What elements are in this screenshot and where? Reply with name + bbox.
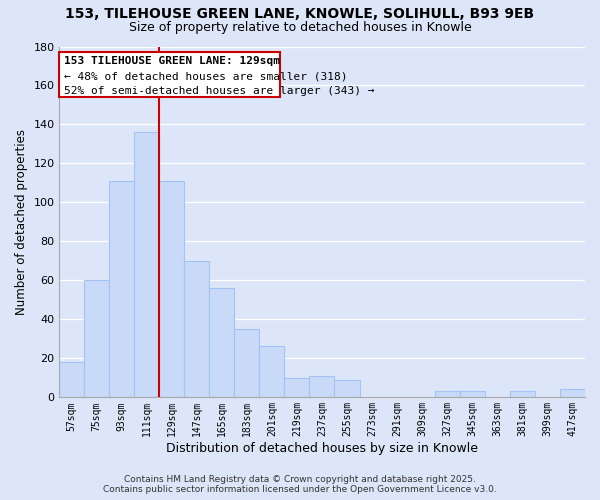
Y-axis label: Number of detached properties: Number of detached properties <box>15 129 28 315</box>
FancyBboxPatch shape <box>59 52 280 98</box>
Bar <box>184 260 209 397</box>
Text: 153 TILEHOUSE GREEN LANE: 129sqm: 153 TILEHOUSE GREEN LANE: 129sqm <box>64 56 280 66</box>
Bar <box>209 288 234 397</box>
Bar <box>234 329 259 397</box>
Bar <box>510 391 535 397</box>
Bar <box>434 391 460 397</box>
Text: 52% of semi-detached houses are larger (343) →: 52% of semi-detached houses are larger (… <box>64 86 374 96</box>
Bar <box>59 362 84 397</box>
Text: ← 48% of detached houses are smaller (318): ← 48% of detached houses are smaller (31… <box>64 71 347 81</box>
Text: Size of property relative to detached houses in Knowle: Size of property relative to detached ho… <box>128 22 472 35</box>
Bar <box>259 346 284 397</box>
Text: 153, TILEHOUSE GREEN LANE, KNOWLE, SOLIHULL, B93 9EB: 153, TILEHOUSE GREEN LANE, KNOWLE, SOLIH… <box>65 8 535 22</box>
Text: Contains HM Land Registry data © Crown copyright and database right 2025.
Contai: Contains HM Land Registry data © Crown c… <box>103 474 497 494</box>
Bar <box>159 181 184 397</box>
Bar <box>460 391 485 397</box>
Bar <box>334 380 359 397</box>
Bar <box>109 181 134 397</box>
Bar <box>134 132 159 397</box>
X-axis label: Distribution of detached houses by size in Knowle: Distribution of detached houses by size … <box>166 442 478 455</box>
Bar <box>84 280 109 397</box>
Bar <box>284 378 310 397</box>
Bar <box>310 376 334 397</box>
Bar <box>560 389 585 397</box>
